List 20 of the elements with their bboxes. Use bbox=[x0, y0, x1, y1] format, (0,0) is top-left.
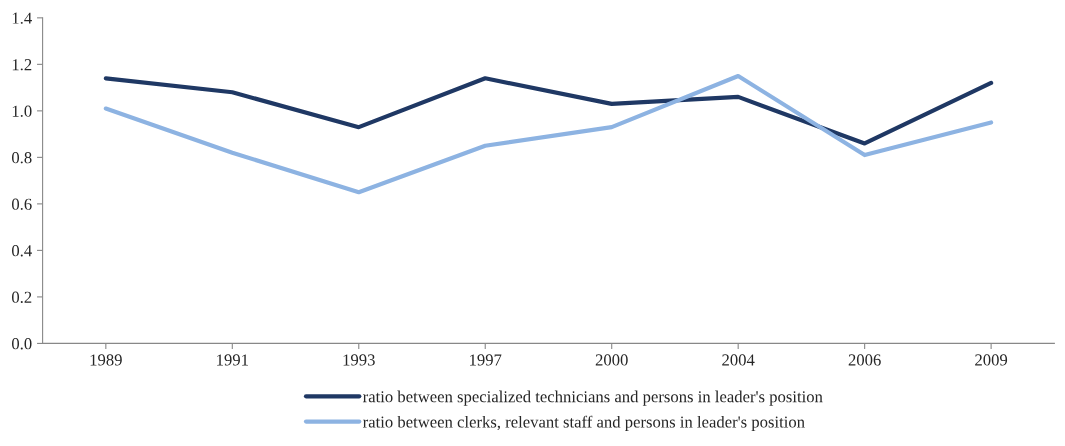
y-tick-label: 1.2 bbox=[12, 59, 32, 71]
y-tick-label: 0.2 bbox=[11, 291, 32, 303]
line-series bbox=[103, 73, 994, 195]
y-tick-label: 0.8 bbox=[11, 152, 32, 164]
legend-label: ratio between clerks, relevant staff and persons in leader's position bbox=[362, 415, 805, 431]
y-tick-label: 0.6 bbox=[11, 198, 32, 210]
x-tick-label: 1997 bbox=[470, 354, 502, 366]
x-tick-label: 1991 bbox=[217, 354, 248, 366]
y-tick-label: 1.0 bbox=[12, 105, 32, 117]
y-tick-label: 1.4 bbox=[12, 12, 32, 24]
y-tick-label: 0.4 bbox=[11, 245, 32, 257]
x-tick-label: 1993 bbox=[343, 354, 375, 366]
legend-label: ratio between specialized technicians and persons in leader's position bbox=[362, 390, 823, 406]
x-tick-label: 2004 bbox=[722, 354, 755, 366]
y-tick-label: 0.0 bbox=[11, 338, 32, 350]
x-tick-label: 2000 bbox=[595, 354, 628, 366]
line-series bbox=[103, 76, 994, 146]
x-tick-label: 2009 bbox=[975, 354, 1008, 366]
x-tick-label: 1989 bbox=[90, 354, 122, 366]
x-tick-label: 2006 bbox=[848, 354, 881, 366]
